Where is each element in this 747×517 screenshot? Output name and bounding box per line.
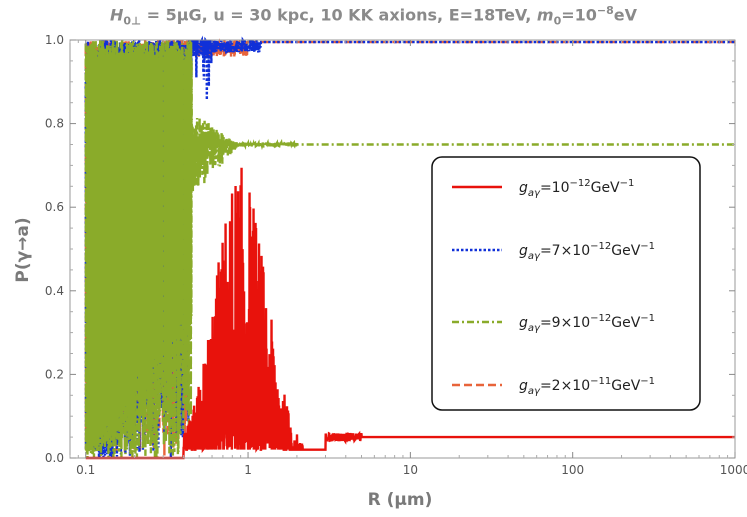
y-tick-label: 0.8 bbox=[45, 117, 64, 131]
x-axis-label: R (μm) bbox=[368, 490, 433, 510]
series-line-1 bbox=[85, 167, 735, 460]
legend: gaγ=10−12GeV−1 gaγ=7×10−12GeV−1 gaγ=9×10−1… bbox=[431, 156, 701, 411]
y-tick-label: 0.4 bbox=[45, 284, 64, 298]
series-line-3 bbox=[84, 40, 735, 458]
axis-ticks: 0.1 1 10 100 1000 0.0 0.2 0.4 0.6 0.8 1.0 bbox=[45, 33, 747, 477]
legend-box bbox=[431, 156, 701, 411]
y-tick-label: 0.2 bbox=[45, 367, 64, 381]
x-tick-label: 1 bbox=[244, 463, 252, 477]
y-tick-label: 1.0 bbox=[45, 33, 64, 47]
y-axis-label: P(γ→a) bbox=[13, 217, 33, 282]
legend-label-3: gaγ=9×10−12GeV−1 bbox=[519, 313, 655, 334]
legend-label-4: gaγ=2×10−11GeV−1 bbox=[519, 376, 655, 397]
chart-title: H0⊥ = 5μG, u = 30 kpc, 10 KK axions, E=1… bbox=[109, 4, 638, 28]
y-tick-label: 0.0 bbox=[45, 451, 64, 465]
series-line-2 bbox=[84, 35, 735, 458]
x-tick-label: 0.1 bbox=[76, 463, 95, 477]
x-tick-label: 10 bbox=[403, 463, 418, 477]
legend-label-1: gaγ=10−12GeV−1 bbox=[519, 178, 634, 199]
legend-label-2: gaγ=7×10−12GeV−1 bbox=[519, 241, 655, 262]
y-tick-label: 0.6 bbox=[45, 200, 64, 214]
x-tick-label: 100 bbox=[561, 463, 584, 477]
x-tick-label: 1000 bbox=[720, 463, 747, 477]
